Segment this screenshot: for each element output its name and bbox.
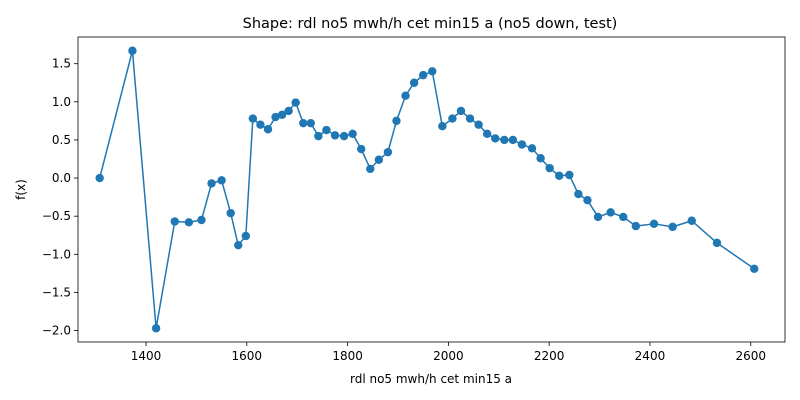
- data-point: [357, 144, 366, 154]
- data-point: [649, 219, 659, 229]
- x-tick-label: 1600: [232, 349, 263, 363]
- data-point: [619, 212, 628, 222]
- data-point: [348, 129, 357, 139]
- data-point: [555, 171, 564, 180]
- data-point: [712, 238, 722, 248]
- data-point: [583, 195, 592, 205]
- data-point: [277, 110, 287, 119]
- data-point: [339, 131, 349, 141]
- data-point: [687, 216, 696, 225]
- data-point: [184, 218, 194, 227]
- x-axis-title: rdl no5 mwh/h cet min15 a: [350, 372, 512, 386]
- data-point: [322, 125, 331, 135]
- data-point: [271, 112, 280, 122]
- data-point: [197, 215, 206, 225]
- series-points: [95, 46, 759, 333]
- series-line: [98, 49, 755, 330]
- data-point: [170, 217, 179, 226]
- x-tick-label: 1800: [332, 349, 363, 363]
- data-point: [374, 155, 384, 164]
- data-point: [409, 78, 419, 87]
- data-point: [438, 122, 447, 131]
- y-axis-title: f(x): [14, 179, 28, 200]
- data-point: [128, 46, 137, 55]
- data-point: [750, 264, 759, 273]
- data-point: [330, 131, 340, 140]
- data-point: [545, 163, 554, 173]
- data-point: [448, 114, 457, 123]
- data-point: [306, 118, 316, 128]
- series-group: [95, 46, 759, 333]
- y-axis-ticks: 1.5 1.0 0.5 0.0 −0.5 −1.0 −1.5 −2.0: [42, 57, 78, 338]
- data-point: [314, 131, 323, 141]
- chart-title: Shape: rdl no5 mwh/h cet min15 a (no5 do…: [243, 16, 618, 32]
- data-point: [263, 125, 273, 134]
- data-point: [631, 221, 641, 231]
- y-tick-label: 0.0: [52, 171, 71, 185]
- data-point: [456, 106, 466, 116]
- data-point: [428, 67, 437, 76]
- x-tick-label: 2200: [534, 349, 565, 363]
- data-point: [593, 212, 603, 222]
- data-point: [392, 116, 401, 126]
- data-point: [241, 231, 251, 241]
- plot-frame: [77, 36, 786, 343]
- data-point: [366, 164, 375, 174]
- data-point: [95, 173, 104, 183]
- x-tick-label: 2600: [735, 349, 766, 363]
- data-point: [536, 154, 545, 163]
- y-tick-label: 1.0: [52, 95, 71, 109]
- data-point: [527, 144, 537, 153]
- y-tick-label: −1.0: [42, 247, 71, 261]
- data-point: [606, 208, 615, 217]
- data-point: [291, 98, 300, 107]
- data-point: [151, 324, 161, 333]
- y-tick-label: −0.5: [42, 209, 71, 223]
- y-tick-label: 0.5: [52, 133, 71, 147]
- data-point: [226, 208, 235, 218]
- data-point: [256, 120, 265, 129]
- x-tick-label: 1400: [131, 349, 162, 363]
- data-point: [500, 135, 509, 145]
- data-point: [207, 179, 216, 188]
- data-point: [508, 135, 518, 145]
- data-point: [299, 118, 308, 128]
- data-point: [418, 70, 428, 80]
- data-point: [217, 176, 226, 185]
- x-tick-label: 2400: [635, 349, 666, 363]
- data-point: [474, 120, 483, 129]
- x-axis-ticks: 1400 1600 1800 2000 2200 2400 2600: [131, 342, 766, 363]
- data-point: [482, 129, 492, 139]
- data-point: [401, 91, 410, 100]
- y-tick-label: −2.0: [42, 324, 71, 338]
- data-point: [248, 114, 258, 123]
- x-tick-label: 2000: [433, 349, 464, 363]
- data-point: [234, 240, 243, 250]
- data-point: [517, 140, 527, 149]
- data-point: [465, 114, 475, 123]
- data-point: [284, 106, 293, 116]
- data-point: [574, 189, 583, 199]
- data-point: [668, 222, 677, 232]
- data-point: [491, 134, 500, 143]
- y-tick-label: −1.5: [42, 285, 71, 299]
- data-point: [383, 147, 393, 157]
- y-tick-label: 1.5: [52, 57, 71, 71]
- data-point: [565, 170, 574, 180]
